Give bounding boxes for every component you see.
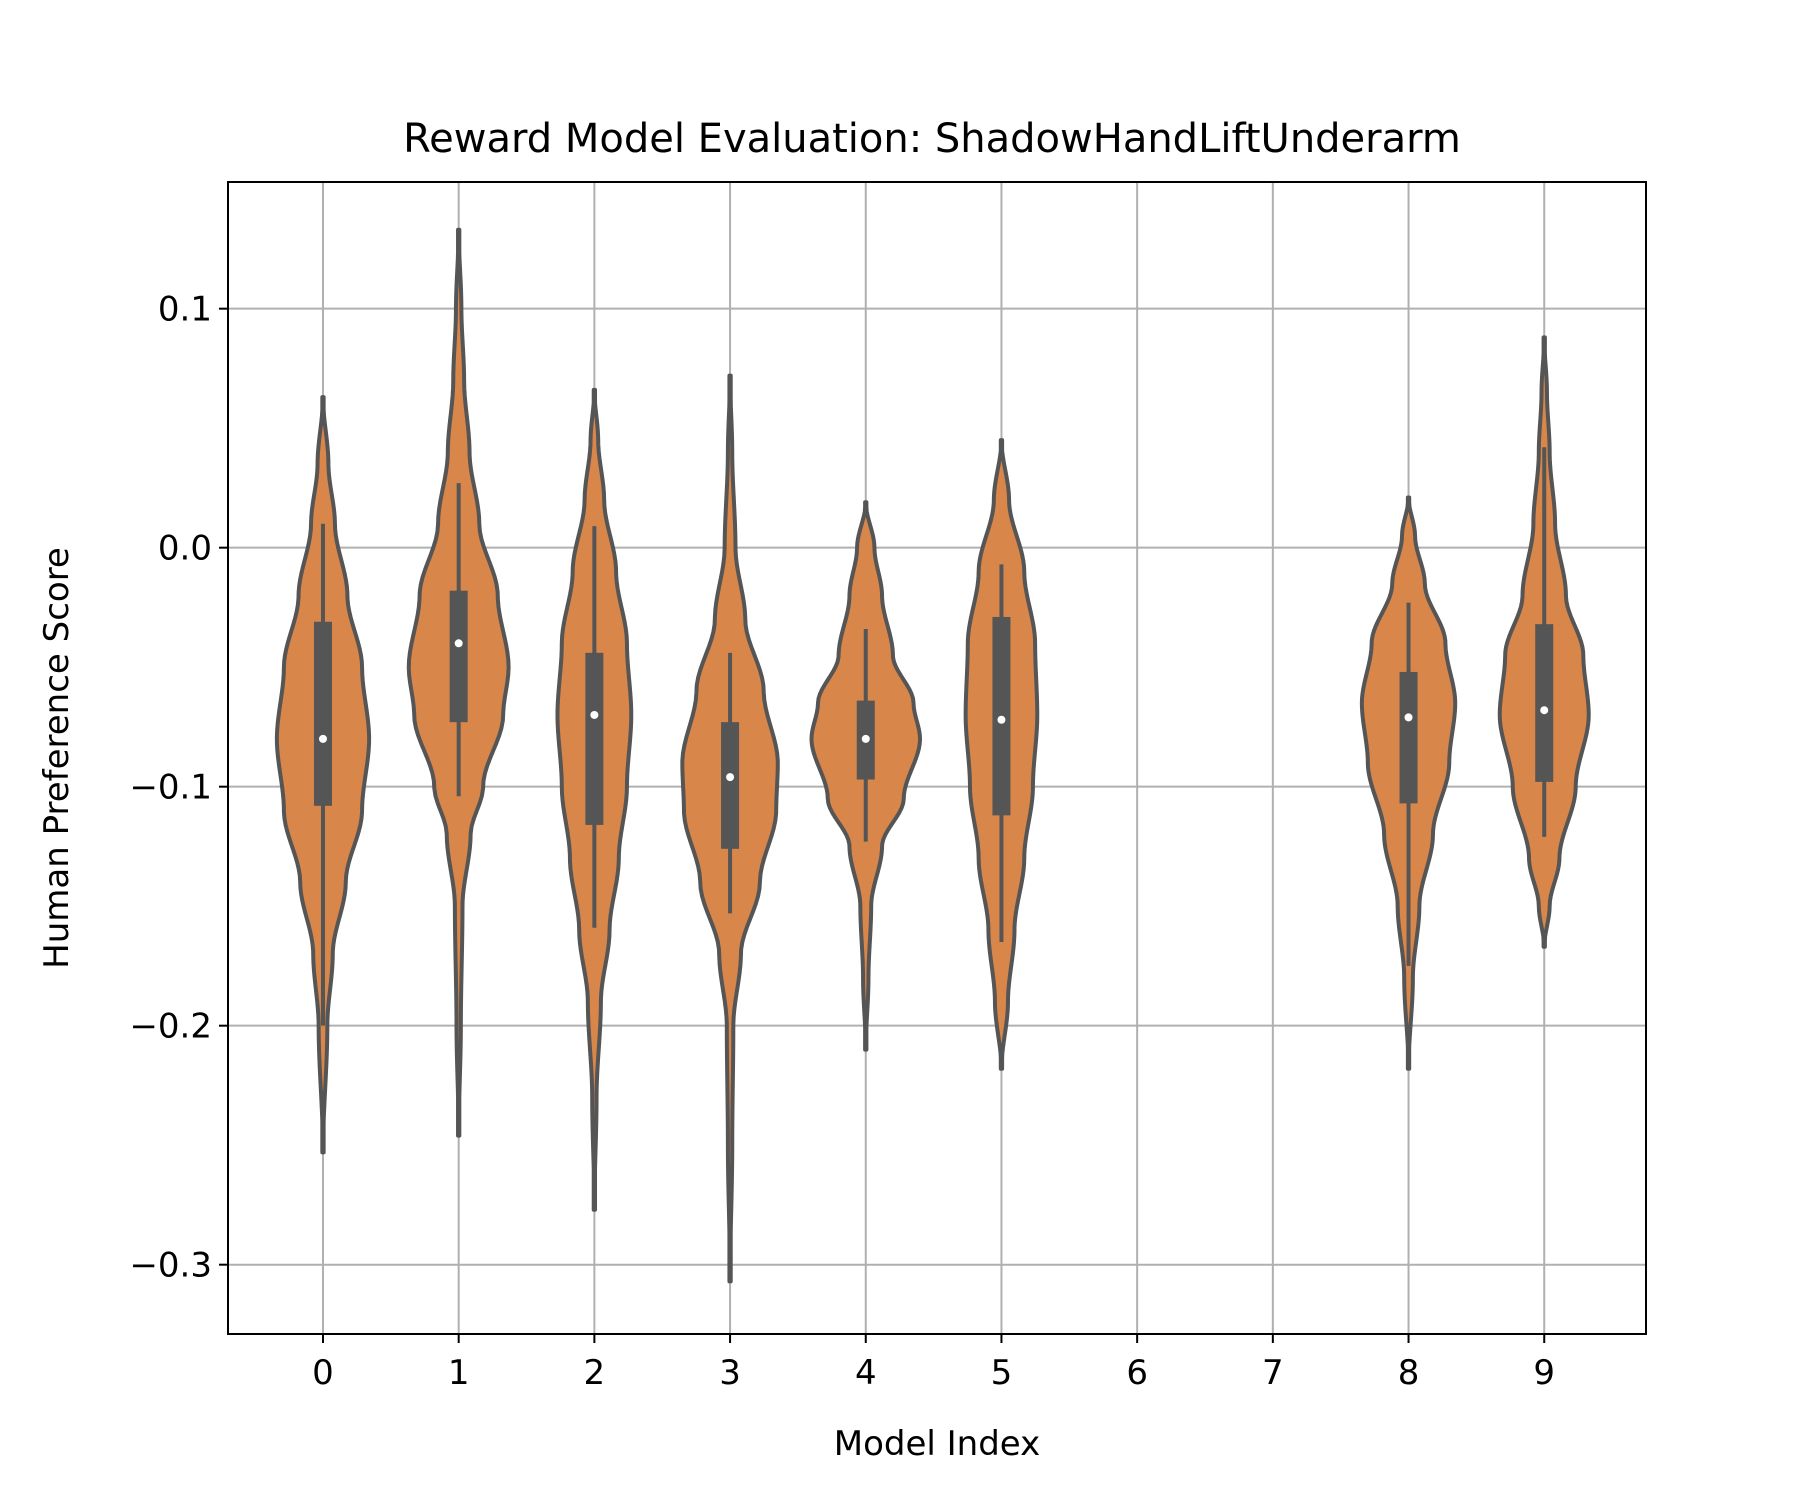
violin-median — [726, 773, 735, 782]
violin-iqr-box — [449, 590, 468, 723]
x-tick-label: 1 — [448, 1353, 470, 1393]
y-tick-label: −0.1 — [129, 768, 212, 808]
violin-model-8 — [1359, 495, 1458, 1071]
violins — [274, 227, 1591, 1284]
x-tick-label: 0 — [312, 1353, 334, 1393]
violin-model-2 — [555, 387, 634, 1212]
x-tick-label: 8 — [1398, 1353, 1420, 1393]
x-tick-label: 3 — [719, 1353, 741, 1393]
y-tick-label: 0.0 — [158, 529, 212, 569]
x-tick-label: 5 — [991, 1353, 1013, 1393]
chart-title: Reward Model Evaluation: ShadowHandLiftU… — [403, 116, 1461, 162]
violin-iqr-box — [1399, 671, 1418, 804]
violin-median — [590, 710, 599, 719]
violin-iqr-box — [585, 652, 604, 825]
y-tick-label: −0.2 — [129, 1007, 212, 1047]
violin-iqr-box — [721, 722, 740, 849]
x-tick-label: 6 — [1126, 1353, 1148, 1393]
violin-median — [1540, 706, 1549, 715]
violin-model-4 — [809, 500, 923, 1052]
violin-median — [997, 715, 1006, 724]
violin-median — [318, 734, 327, 743]
x-tick-label: 9 — [1533, 1353, 1555, 1393]
x-tick-label: 4 — [855, 1353, 877, 1393]
x-axis-label: Model Index — [834, 1424, 1041, 1464]
violin-iqr-box — [313, 621, 332, 806]
y-tick-label: 0.1 — [158, 290, 212, 330]
axis-ticks: 0 1 2 3 4 5 6 7 8 9 0.1 0.0 −0.1 −0.2 −0.3 — [129, 290, 1555, 1393]
y-tick-label: −0.3 — [129, 1246, 212, 1286]
y-axis-label: Human Preference Score — [37, 547, 77, 969]
violin-model-9 — [1497, 335, 1591, 949]
violin-model-3 — [680, 373, 780, 1284]
plot-frame — [227, 181, 1647, 1335]
violin-iqr-box — [1535, 624, 1554, 782]
x-tick-label: 7 — [1262, 1353, 1284, 1393]
violin-model-1 — [406, 227, 511, 1138]
violin-median — [1404, 713, 1413, 722]
x-tick-label: 2 — [584, 1353, 606, 1393]
violin-median — [454, 639, 463, 648]
violin-median — [861, 734, 870, 743]
violin-model-0 — [274, 395, 372, 1155]
violin-model-5 — [963, 438, 1040, 1071]
